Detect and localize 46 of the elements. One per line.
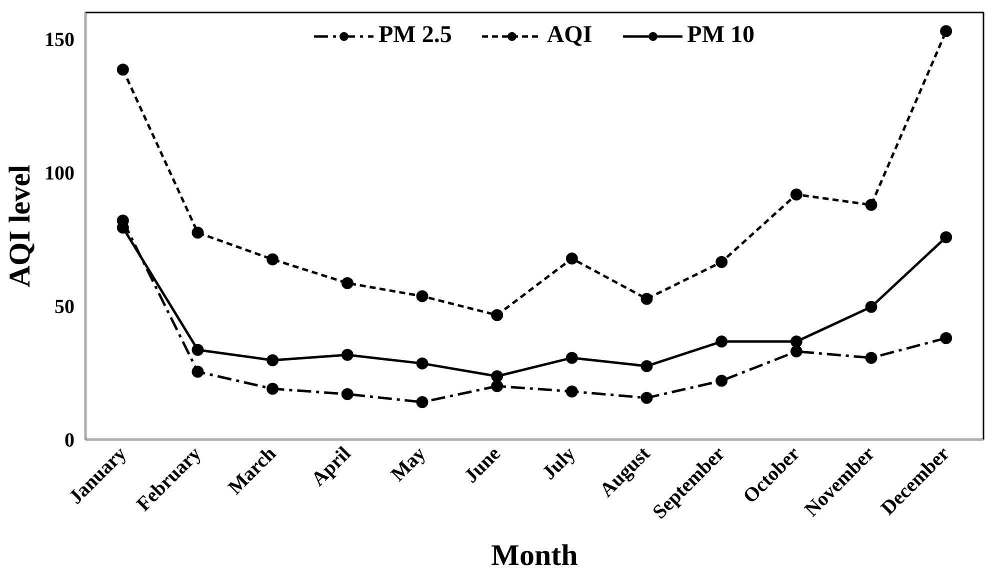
point [940,231,952,244]
y-tick-label: 100 [44,162,74,185]
point [491,309,504,322]
point [566,252,578,265]
point [341,388,354,400]
point [266,354,279,366]
point [491,380,504,392]
y-tick-label: 0 [64,430,74,452]
x-tick-label: July [538,442,580,484]
x-tick-label: May [386,442,430,486]
x-axis-title: Month [491,539,578,572]
point [640,292,653,305]
point [865,300,878,313]
point [716,256,728,268]
point [491,370,504,382]
point [640,392,653,404]
point [341,348,354,361]
point [716,336,728,348]
point [566,352,578,364]
y-axis-title: AQI level [4,164,36,288]
point [940,332,952,344]
point [266,382,279,395]
y-tick-label: 150 [44,29,74,52]
point [266,253,279,266]
point [116,64,129,76]
point [341,277,354,290]
point [416,396,428,408]
point [640,360,653,372]
point [716,374,728,387]
x-tick-label: June [460,442,505,488]
point [192,344,204,356]
point [790,188,802,200]
point [790,345,802,358]
point [940,25,952,38]
point [865,198,878,211]
point [416,290,428,302]
point [790,336,802,348]
point [865,352,878,364]
point [192,226,204,239]
point [416,357,428,370]
legend-label: PM 10 [687,22,754,49]
point [192,366,204,378]
y-tick-label: 50 [54,296,74,318]
legend-label: AQI [546,22,592,49]
legend-label: PM 2.5 [378,22,452,49]
point [566,385,578,398]
